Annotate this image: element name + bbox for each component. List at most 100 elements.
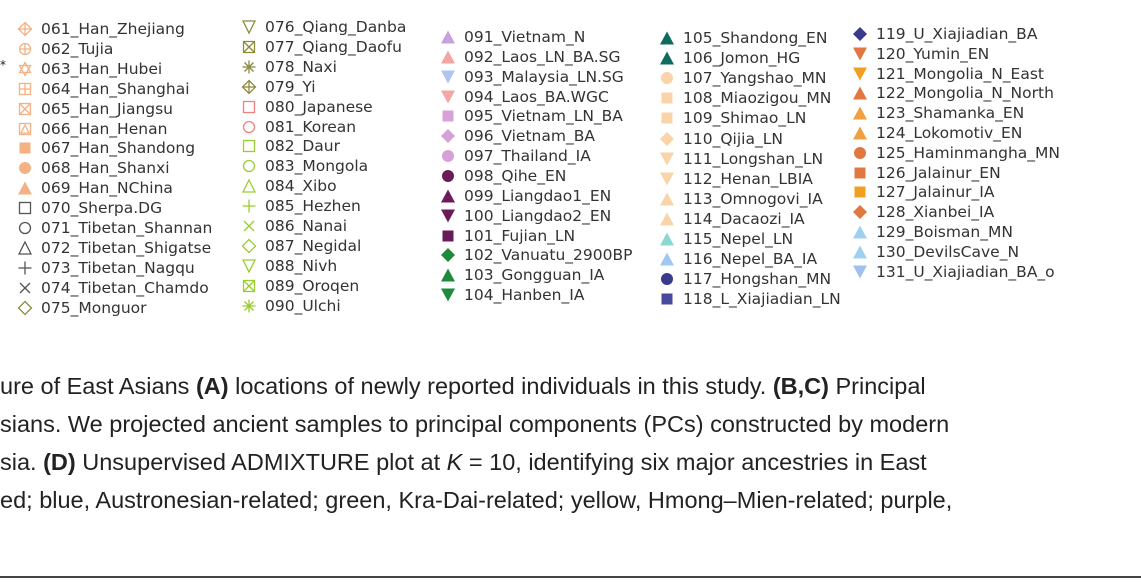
caption-panel-ref: (D) bbox=[43, 449, 76, 475]
legend-label: 120_Yumin_EN bbox=[876, 44, 990, 63]
caption-line: sia. (D) Unsupervised ADMIXTURE plot at … bbox=[0, 449, 927, 476]
triangle-down-filled-marker-icon bbox=[440, 69, 456, 85]
triangle-down-filled-marker-icon bbox=[659, 151, 675, 167]
legend-label: 086_Nanai bbox=[265, 217, 348, 235]
square-filled-marker-icon bbox=[659, 291, 675, 307]
plus-marker-icon bbox=[241, 198, 257, 214]
caption-line: ed; blue, Austronesian-related; green, K… bbox=[0, 487, 952, 514]
legend-label: 125_Haminmangha_MN bbox=[876, 143, 1061, 162]
square-x-open-marker-icon bbox=[241, 278, 257, 294]
caption-variable: K bbox=[446, 449, 463, 475]
caption-line: sians. We projected ancient samples to p… bbox=[0, 411, 949, 438]
circle-open-marker-icon bbox=[241, 158, 257, 174]
legend-label: 070_Sherpa.DG bbox=[41, 199, 163, 218]
legend-label: 118_L_Xiajiadian_LN bbox=[683, 290, 841, 309]
legend-label: 108_Miaozigou_MN bbox=[683, 89, 832, 108]
square-plus-open-marker-icon bbox=[17, 81, 33, 97]
triangle-up-filled-marker-icon bbox=[852, 244, 868, 260]
circle-filled-marker-icon bbox=[659, 271, 675, 287]
legend-label: 112_Henan_LBIA bbox=[683, 169, 813, 188]
square-open-marker-icon bbox=[241, 138, 257, 154]
square-triangle-open-marker-icon bbox=[17, 121, 33, 137]
triangle-up-filled-marker-icon bbox=[659, 30, 675, 46]
circle-plus-open-marker-icon bbox=[17, 41, 33, 57]
circle-filled-marker-icon bbox=[852, 145, 868, 161]
square-x-open-marker-icon bbox=[17, 101, 33, 117]
legend-label: 124_Lokomotiv_EN bbox=[876, 124, 1023, 142]
legend-label: 116_Nepel_BA_IA bbox=[683, 250, 818, 269]
triangle-down-filled-marker-icon bbox=[852, 264, 868, 280]
legend-label: 130_DevilsCave_N bbox=[876, 242, 1020, 261]
square-filled-marker-icon bbox=[440, 108, 456, 124]
star-footnote-mark: * bbox=[0, 58, 6, 72]
legend-label: 099_Liangdao1_EN bbox=[464, 186, 612, 205]
legend-label: 126_Jalainur_EN bbox=[876, 163, 1001, 182]
legend-label: 062_Tujia bbox=[41, 39, 114, 58]
legend-label: 087_Negidal bbox=[265, 236, 362, 255]
plus-marker-icon bbox=[17, 260, 33, 276]
triangle-down-open-marker-icon bbox=[241, 19, 257, 35]
triangle-up-filled-marker-icon bbox=[17, 180, 33, 196]
legend-label: 084_Xibo bbox=[265, 177, 337, 196]
diamond-filled-marker-icon bbox=[659, 131, 675, 147]
diamond-plus-open-marker-icon bbox=[241, 79, 257, 95]
legend-label: 109_Shimao_LN bbox=[683, 109, 807, 128]
legend-label: 096_Vietnam_BA bbox=[464, 127, 595, 146]
legend-label: 122_Mongolia_N_North bbox=[876, 84, 1054, 103]
triangle-up-filled-marker-icon bbox=[440, 49, 456, 65]
diamond-plus-open-marker-icon bbox=[17, 21, 33, 37]
square-open-marker-icon bbox=[17, 200, 33, 216]
square-filled-marker-icon bbox=[440, 228, 456, 244]
caption-line: ure of East Asians (A) locations of newl… bbox=[0, 373, 926, 400]
triangle-down-filled-marker-icon bbox=[440, 89, 456, 105]
legend-label: 110_Qijia_LN bbox=[683, 129, 783, 148]
circle-filled-marker-icon bbox=[440, 168, 456, 184]
legend-label: 131_U_Xiajiadian_BA_o bbox=[876, 262, 1055, 281]
legend-label: 089_Oroqen bbox=[265, 276, 360, 295]
diamond-open-marker-icon bbox=[241, 238, 257, 254]
legend-label: 077_Qiang_Daofu bbox=[265, 37, 402, 56]
legend-label: 063_Han_Hubei bbox=[41, 59, 163, 78]
legend-label: 107_Yangshao_MN bbox=[683, 69, 827, 88]
triangle-up-filled-marker-icon bbox=[852, 125, 868, 141]
legend-label: 123_Shamanka_EN bbox=[876, 104, 1025, 123]
legend-label: 064_Han_Shanghai bbox=[41, 79, 190, 98]
legend-label: 082_Daur bbox=[265, 137, 340, 156]
legend-label: 129_Boisman_MN bbox=[876, 223, 1013, 241]
legend-label: 081_Korean bbox=[265, 117, 357, 136]
triangle-up-filled-marker-icon bbox=[440, 188, 456, 204]
triangle-up-filled-marker-icon bbox=[659, 191, 675, 207]
square-open-marker-icon bbox=[241, 99, 257, 115]
triangle-up-filled-marker-icon bbox=[440, 29, 456, 45]
legend-label: 080_Japanese bbox=[265, 97, 373, 116]
circle-filled-marker-icon bbox=[659, 70, 675, 86]
legend-label: 068_Han_Shanxi bbox=[41, 159, 170, 178]
caption-panel-ref: (B,C) bbox=[772, 373, 829, 399]
caption-text: sia. bbox=[0, 449, 44, 475]
diamond-filled-marker-icon bbox=[440, 247, 456, 263]
legend-label: 073_Tibetan_Nagqu bbox=[41, 258, 195, 277]
caption-text: = 10, identifying six major ancestries i… bbox=[462, 449, 927, 475]
legend-label: 098_Qihe_EN bbox=[464, 166, 567, 185]
triangle-down-open-marker-icon bbox=[241, 258, 257, 274]
diamond-filled-marker-icon bbox=[852, 204, 868, 220]
legend-label: 093_Malaysia_LN.SG bbox=[464, 67, 624, 86]
triangle-up-filled-marker-icon bbox=[852, 105, 868, 121]
circle-open-marker-icon bbox=[17, 220, 33, 236]
triangle-up-filled-marker-icon bbox=[440, 267, 456, 283]
legend-label: 101_Fujian_LN bbox=[464, 226, 576, 245]
legend-label: 090_Ulchi bbox=[265, 296, 341, 315]
circle-filled-marker-icon bbox=[440, 148, 456, 164]
legend-label: 076_Qiang_Danba bbox=[265, 18, 407, 36]
legend-label: 075_Monguor bbox=[41, 298, 147, 317]
cross-marker-icon bbox=[241, 218, 257, 234]
caption-text: ure of East Asians bbox=[0, 373, 196, 399]
triangle-down-filled-marker-icon bbox=[852, 46, 868, 62]
caption-text: Unsupervised ADMIXTURE plot at bbox=[75, 449, 447, 475]
legend-label: 111_Longshan_LN bbox=[683, 149, 824, 168]
triangle-up-open-marker-icon bbox=[17, 240, 33, 256]
legend-label: 127_Jalainur_IA bbox=[876, 183, 995, 202]
legend-label: 092_Laos_LN_BA.SG bbox=[464, 47, 621, 66]
caption-text: locations of newly reported individuals … bbox=[228, 373, 773, 399]
